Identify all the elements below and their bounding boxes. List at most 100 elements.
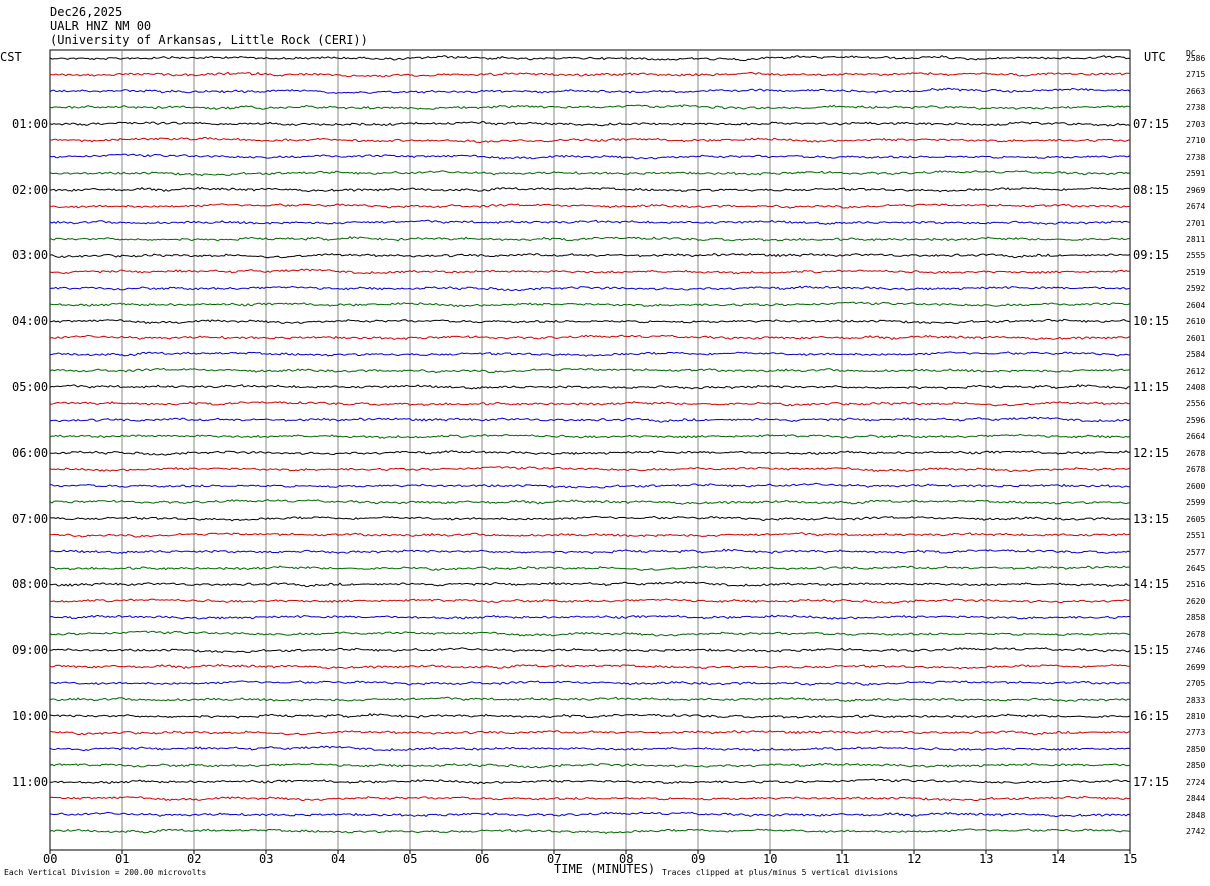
dc-value: 2710 (1186, 136, 1206, 146)
seismic-trace (49, 466, 1131, 473)
seismic-trace (49, 532, 1131, 538)
utc-hour-label: 15:15 (1133, 643, 1170, 658)
plot-date: Dec26,2025 (50, 5, 123, 19)
utc-hour-label: 17:15 (1133, 774, 1170, 789)
dc-value: 2678 (1186, 465, 1206, 475)
seismic-trace (49, 499, 1131, 505)
utc-zone-label: UTC (1144, 50, 1166, 64)
cst-hour-label: 02:00 (12, 182, 49, 197)
x-tick-label: 01 (115, 852, 130, 866)
seismic-trace (49, 401, 1131, 407)
utc-hour-label: 13:15 (1133, 511, 1170, 526)
seismic-trace (49, 54, 1131, 62)
dc-value: 2810 (1186, 712, 1206, 721)
dc-value: 2699 (1186, 662, 1206, 672)
seismic-trace (49, 713, 1131, 719)
seismic-trace (49, 236, 1131, 242)
dc-value: 2408 (1186, 383, 1206, 392)
dc-value: 2844 (1186, 794, 1206, 804)
seismic-trace (49, 795, 1131, 802)
x-tick-label: 15 (1123, 852, 1138, 866)
x-tick-label: 14 (1051, 852, 1066, 866)
cst-hour-label: 06:00 (12, 445, 49, 460)
seismic-trace (49, 416, 1131, 423)
dc-value: 2601 (1186, 333, 1206, 343)
dc-value: 2584 (1186, 350, 1206, 360)
cst-hour-label: 01:00 (12, 116, 49, 131)
seismic-trace (50, 318, 1131, 325)
seismic-trace (49, 647, 1131, 654)
seismic-trace (49, 384, 1131, 390)
dc-value: 2738 (1186, 152, 1206, 162)
x-tick-label: 04 (331, 852, 346, 866)
dc-value: 2833 (1186, 695, 1206, 705)
x-tick-label: 10 (763, 852, 778, 866)
seismic-trace (49, 828, 1131, 834)
dc-value: 2551 (1186, 531, 1206, 541)
cst-hour-label: 05:00 (12, 380, 49, 394)
dc-value: 2858 (1186, 613, 1206, 623)
cst-hour-label: 04:00 (12, 314, 49, 329)
dc-value: 2516 (1186, 580, 1206, 590)
utc-hour-label: 09:15 (1133, 248, 1170, 263)
seismic-trace (49, 253, 1131, 259)
dc-value: 2591 (1186, 169, 1206, 179)
cst-hour-label: 09:00 (12, 643, 49, 658)
dc-value: 2850 (1186, 761, 1206, 771)
dc-value: 2746 (1186, 646, 1206, 656)
plot-frame (49, 49, 1131, 851)
dc-value: 2577 (1186, 547, 1206, 557)
x-tick-label: 02 (187, 852, 202, 866)
utc-hour-label: 08:15 (1133, 182, 1170, 197)
seismic-trace (49, 482, 1131, 489)
seismic-trace (49, 581, 1131, 588)
dc-value: 2969 (1186, 185, 1206, 195)
x-tick-label: 08 (619, 852, 634, 866)
seismic-trace (49, 104, 1131, 110)
x-tick-label: 03 (259, 852, 274, 866)
dc-value: 2703 (1186, 119, 1206, 129)
dc-value: 2556 (1186, 399, 1206, 409)
dc-value: 2620 (1186, 596, 1206, 606)
utc-hour-label: 07:15 (1133, 116, 1170, 131)
x-tick-label: 12 (907, 852, 922, 866)
station-code: UALR HNZ NM 00 (50, 19, 152, 33)
dc-value: 2592 (1186, 284, 1206, 294)
seismic-trace (49, 170, 1131, 177)
seismic-trace (49, 548, 1131, 555)
seismic-trace (49, 565, 1131, 571)
dc-value: 2605 (1186, 514, 1206, 524)
x-axis-label: TIME (MINUTES) (554, 862, 656, 876)
seismic-trace (49, 219, 1131, 225)
cst-hour-label: 10:00 (12, 709, 49, 723)
dc-value: 2715 (1186, 70, 1206, 80)
x-tick-label: 13 (979, 852, 994, 866)
dc-value: 2773 (1186, 728, 1206, 738)
cst-hour-label: 08:00 (12, 577, 49, 592)
seismic-trace (49, 762, 1131, 769)
seismic-trace (50, 136, 1131, 144)
seismic-trace (49, 367, 1131, 374)
seismic-trace (50, 598, 1131, 604)
clip-note: Traces clipped at plus/minus 5 vertical … (662, 868, 899, 877)
dc-value: 2850 (1186, 744, 1206, 754)
utc-hour-label: 10:15 (1133, 314, 1170, 329)
seismic-trace (49, 680, 1131, 686)
dc-value: 2663 (1186, 86, 1206, 96)
seismic-trace (49, 630, 1131, 637)
seismic-trace (49, 729, 1131, 736)
seismic-trace (49, 120, 1131, 127)
cst-hour-label: 07:00 (12, 511, 49, 526)
seismic-trace (49, 696, 1131, 702)
x-tick-label: 00 (43, 852, 58, 866)
seismic-trace (49, 87, 1131, 95)
dc-value: 2612 (1186, 366, 1206, 376)
dc-value: 2705 (1186, 679, 1206, 689)
seismic-trace (49, 450, 1131, 456)
dc-value: 2519 (1186, 267, 1206, 277)
dc-value: 2848 (1186, 810, 1206, 820)
seismic-trace (49, 301, 1131, 308)
dc-value: 2604 (1186, 300, 1206, 310)
seismic-trace (49, 334, 1131, 341)
